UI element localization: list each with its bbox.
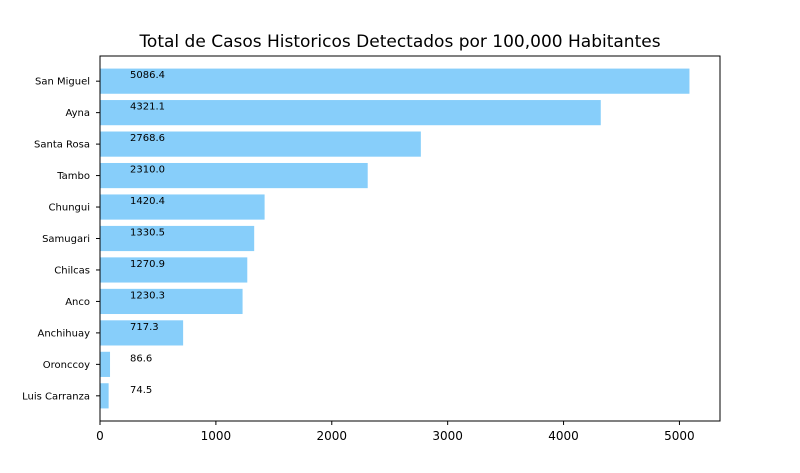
x-tick-label: 2000: [317, 429, 348, 443]
data-label: 1330.5: [130, 228, 165, 239]
data-label: 86.6: [130, 353, 152, 364]
x-axis-ticks-group: 0 1000 2000 3000 4000 5000: [96, 421, 695, 443]
category-labels-group: San Miguel Ayna Santa Rosa Tambo Chungui Samu…: [22, 77, 100, 402]
category-label: Chilcas: [54, 265, 90, 276]
bar: [100, 68, 690, 94]
bar: [100, 257, 248, 283]
bar: [100, 162, 368, 189]
data-label: 1230.3: [130, 290, 165, 301]
x-tick-label: 4000: [548, 429, 579, 443]
category-label: Chungui: [49, 203, 90, 214]
bar: [100, 194, 265, 220]
data-label: 1270.9: [130, 259, 165, 270]
bar: [100, 288, 243, 315]
category-label: San Miguel: [35, 77, 90, 88]
bar: [100, 320, 184, 346]
data-label: 2768.6: [130, 133, 165, 144]
category-label: Santa Rosa: [34, 140, 90, 151]
data-label: 1420.4: [130, 196, 165, 207]
bar: [100, 383, 109, 409]
bar: [100, 100, 601, 126]
category-label: Ayna: [65, 108, 90, 119]
data-label: 5086.4: [130, 70, 165, 81]
bar: [100, 131, 421, 157]
data-label: 74.5: [130, 385, 152, 396]
x-tick-label: 3000: [432, 429, 463, 443]
data-label: 4321.1: [130, 102, 165, 113]
data-label: 717.3: [130, 322, 159, 333]
category-label: Anchihuay: [37, 328, 90, 339]
x-tick-label: 5000: [664, 429, 695, 443]
x-tick-label: 0: [96, 429, 104, 443]
chart-title: Total de Casos Historicos Detectados por…: [138, 32, 660, 52]
category-label: Oronccoy: [43, 360, 90, 371]
category-label: Luis Carranza: [22, 391, 90, 402]
category-label: Tambo: [56, 171, 90, 182]
bar: [100, 225, 255, 252]
plot-frame: [99, 55, 721, 422]
x-tick-label: 1000: [201, 429, 232, 443]
data-label: 2310.0: [130, 165, 165, 176]
bar: [100, 351, 111, 377]
category-label: Anco: [65, 297, 90, 308]
data-labels-group: 5086.4 4321.1 2768.6 2310.0 1420.4 1330.5 1270…: [130, 70, 165, 396]
bars-group: [100, 68, 690, 409]
category-label: Samugari: [42, 234, 90, 245]
